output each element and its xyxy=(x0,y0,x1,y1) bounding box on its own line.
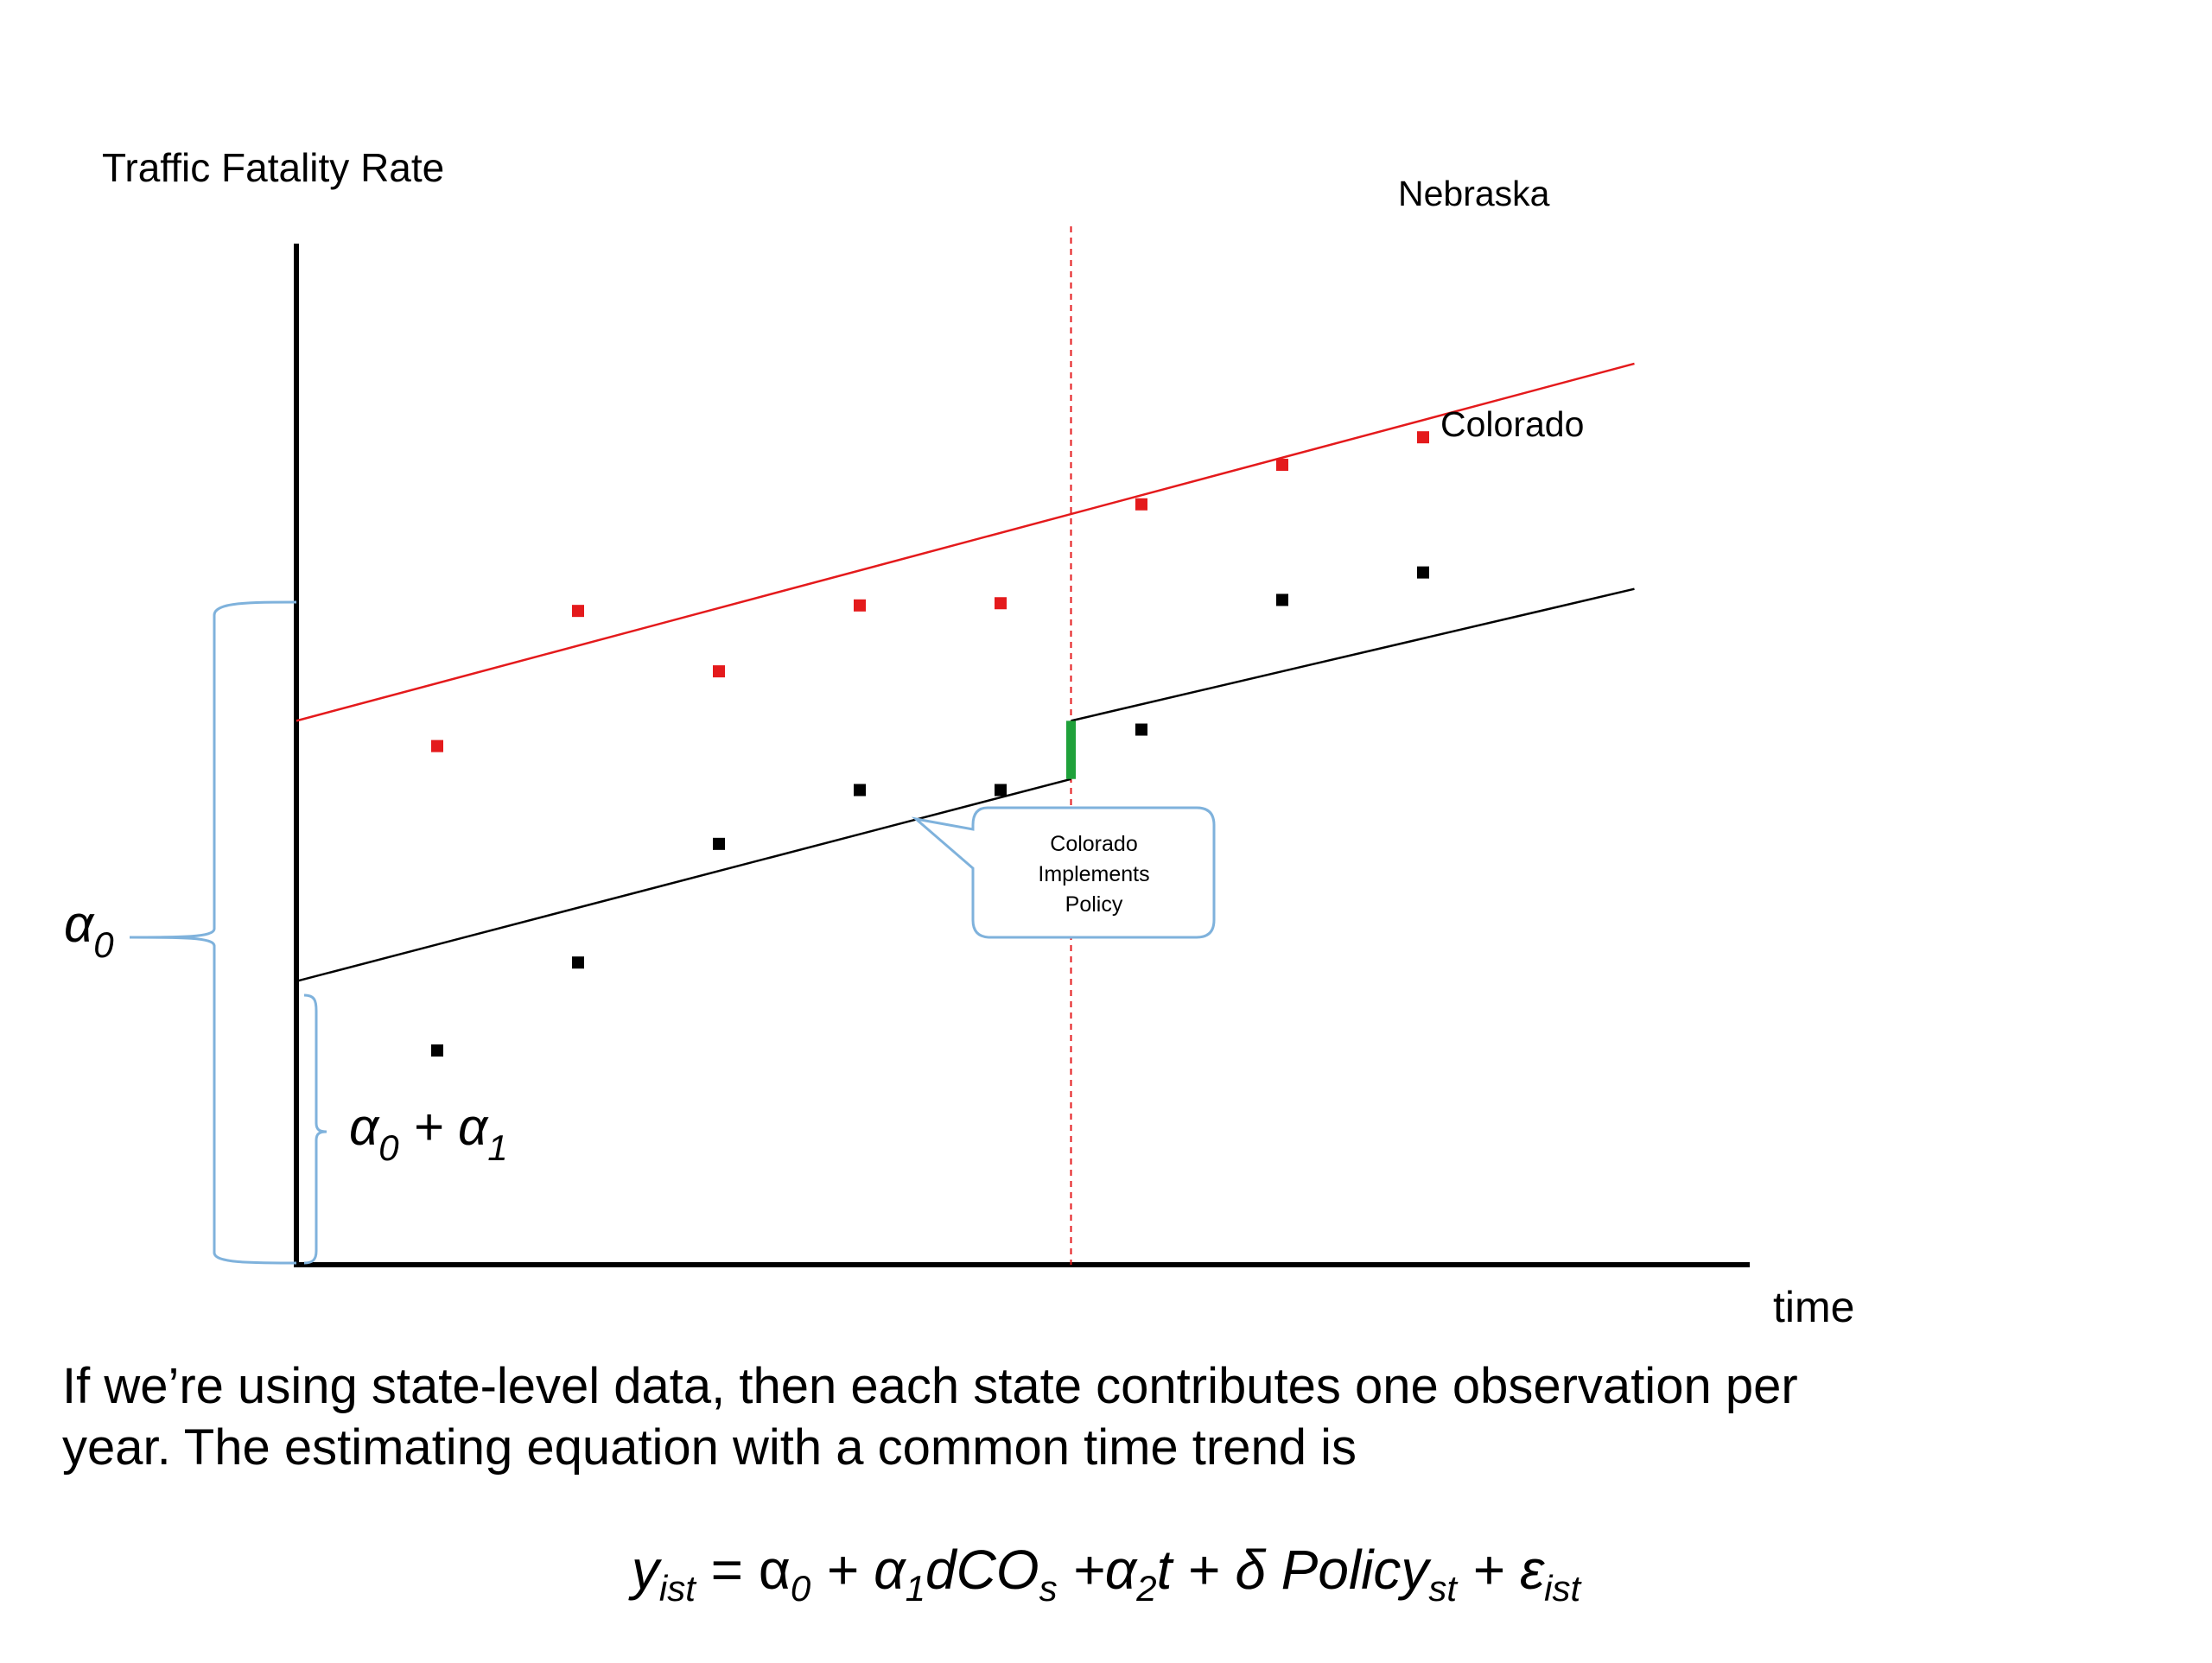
alpha0-label: α0 xyxy=(64,895,114,965)
colorado-point-5 xyxy=(995,784,1007,797)
colorado-trend-line-post xyxy=(1071,587,1635,722)
y-axis-label: Traffic Fatality Rate xyxy=(102,145,444,190)
nebraska-point-8 xyxy=(1417,431,1429,444)
nebraska-point-1 xyxy=(431,739,443,752)
nebraska-trend-line xyxy=(296,362,1635,722)
colorado-point-4 xyxy=(854,784,866,797)
nebraska-point-4 xyxy=(854,599,866,612)
colorado-trend-line-pre xyxy=(296,778,1071,983)
colorado-point-3 xyxy=(713,837,725,850)
colorado-point-2 xyxy=(572,956,584,969)
alpha0-brace xyxy=(129,600,297,1265)
alpha01-brace xyxy=(303,993,327,1265)
nebraska-point-2 xyxy=(572,605,584,618)
nebraska-point-7 xyxy=(1276,458,1288,471)
body-paragraph-line1: If we’re using state-level data, then ea… xyxy=(62,1358,1798,1414)
alpha0-plus-alpha1-label: α0 + α1 xyxy=(349,1098,508,1168)
nebraska-point-5 xyxy=(995,597,1007,610)
estimating-equation: yist = α0 + α1dCOs +α2t + δ Policyst + ε… xyxy=(631,1539,1581,1609)
colorado-point-1 xyxy=(431,1044,443,1057)
body-paragraph: If we’re using state-level data, then ea… xyxy=(62,1356,2153,1479)
policy-callout-line3: Policy xyxy=(1065,892,1123,917)
nebraska-point-3 xyxy=(713,665,725,678)
policy-callout-bubble xyxy=(911,806,1216,939)
policy-callout-line2: Implements xyxy=(1038,862,1149,886)
colorado-point-6 xyxy=(1135,723,1147,736)
x-axis-label: time xyxy=(1773,1283,1854,1331)
colorado-point-7 xyxy=(1276,593,1288,606)
policy-callout-line1: Colorado xyxy=(1050,832,1137,856)
legend-nebraska: Nebraska xyxy=(1398,174,1550,213)
colorado-point-8 xyxy=(1417,566,1429,579)
body-paragraph-line2: year. The estimating equation with a com… xyxy=(62,1419,1357,1476)
chart-marks xyxy=(296,226,1635,1265)
nebraska-point-6 xyxy=(1135,498,1147,511)
legend-colorado: Colorado xyxy=(1440,404,1584,444)
